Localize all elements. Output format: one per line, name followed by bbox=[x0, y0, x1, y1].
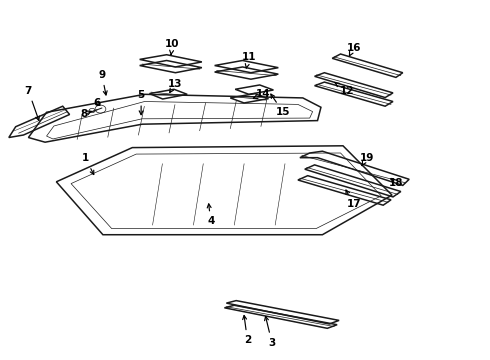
Text: 9: 9 bbox=[98, 70, 107, 95]
Text: 13: 13 bbox=[168, 78, 183, 93]
Text: 5: 5 bbox=[138, 90, 145, 115]
Text: 2: 2 bbox=[243, 315, 251, 345]
Text: 4: 4 bbox=[207, 204, 215, 226]
Text: 6: 6 bbox=[94, 98, 100, 108]
Text: 7: 7 bbox=[24, 86, 39, 120]
Text: 1: 1 bbox=[82, 153, 94, 175]
Text: 11: 11 bbox=[242, 52, 256, 68]
Text: 19: 19 bbox=[359, 153, 374, 166]
Text: 14: 14 bbox=[253, 89, 271, 99]
Text: 17: 17 bbox=[346, 190, 361, 210]
Text: 16: 16 bbox=[346, 42, 361, 56]
Text: 3: 3 bbox=[265, 316, 275, 348]
Text: 10: 10 bbox=[165, 39, 180, 55]
Text: 8: 8 bbox=[81, 109, 91, 119]
Text: 15: 15 bbox=[271, 94, 291, 117]
Text: 12: 12 bbox=[335, 82, 354, 96]
Text: 18: 18 bbox=[389, 178, 403, 188]
